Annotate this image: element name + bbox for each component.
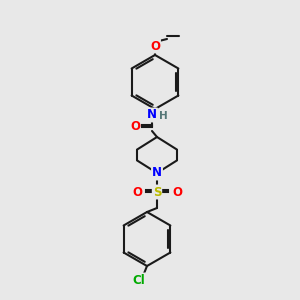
Text: H: H (159, 111, 167, 121)
Text: Cl: Cl (133, 274, 146, 286)
Text: O: O (172, 185, 182, 199)
Text: O: O (132, 185, 142, 199)
Text: N: N (147, 109, 157, 122)
Text: O: O (130, 119, 140, 133)
Text: S: S (153, 185, 161, 199)
Text: N: N (152, 167, 162, 179)
Text: O: O (150, 40, 160, 52)
